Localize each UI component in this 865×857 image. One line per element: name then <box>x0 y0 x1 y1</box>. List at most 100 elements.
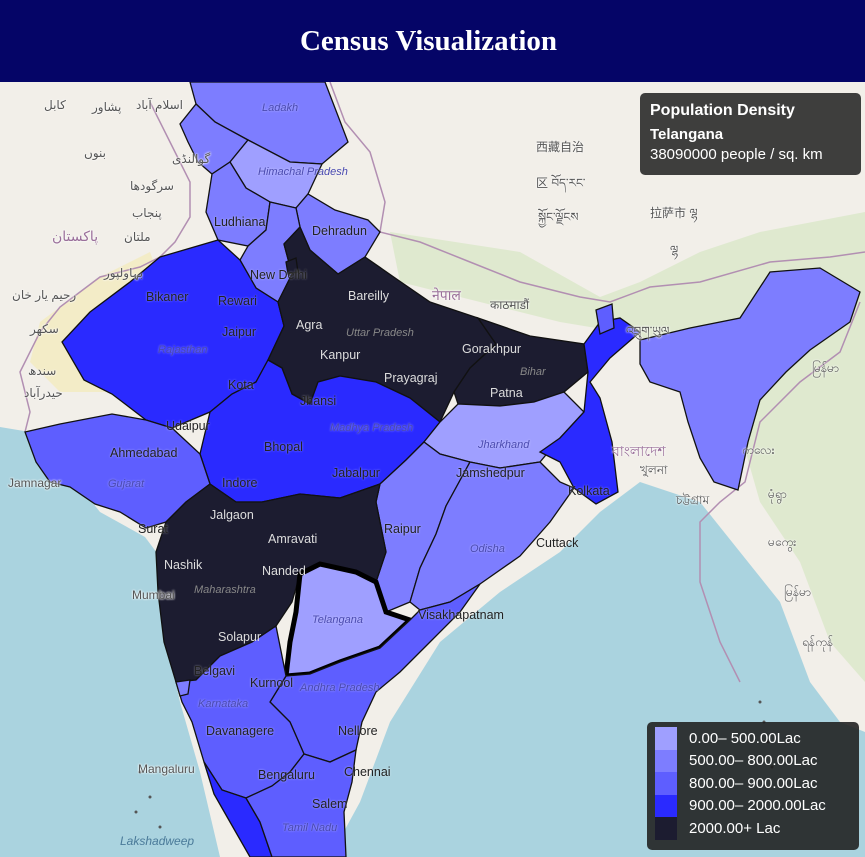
legend-row: 500.00– 800.00Lac <box>655 749 851 772</box>
basemap-place-label: ကလေး <box>742 443 775 457</box>
map-place-label: Indore <box>222 476 258 490</box>
legend-label: 500.00– 800.00Lac <box>689 752 818 770</box>
map-place-label: Udaipur <box>166 419 210 433</box>
basemap-place-label: སྐྱོང་ལྗོངས <box>538 210 579 224</box>
basemap-place-label: ལྷ <box>670 243 679 257</box>
state-west-bengal[interactable] <box>538 317 642 505</box>
map-place-label: Nanded <box>262 564 306 578</box>
basemap-place-label: اسلام آباد <box>136 98 183 112</box>
map-place-label: Chennai <box>344 765 391 779</box>
map-place-label: Bihar <box>520 366 546 378</box>
map-place-label: Surat <box>138 522 168 536</box>
state-delhi[interactable] <box>285 257 299 275</box>
map-place-label: Raipur <box>384 522 421 536</box>
map-place-label: Bikaner <box>146 290 189 304</box>
basemap-place-label: বাংলাদেশ <box>612 443 666 459</box>
map-place-label: Bhopal <box>264 440 303 454</box>
map-place-label: Agra <box>296 318 323 332</box>
map-place-label: Kolkata <box>568 484 610 498</box>
legend-swatch <box>655 772 677 795</box>
myanmar-green <box>740 312 865 682</box>
legend-label: 2000.00+ Lac <box>689 819 781 837</box>
map-place-label: Salem <box>312 797 348 811</box>
basemap-place-label: ملتان <box>124 230 151 244</box>
map-place-label: Gujarat <box>108 478 145 490</box>
map-place-label: Himachal Pradesh <box>258 166 348 178</box>
map-place-label: Ludhiana <box>214 215 266 229</box>
china-border <box>329 82 865 303</box>
basemap-place-label: ရန်ကုန် <box>802 635 834 649</box>
map-place-label: Bareilly <box>348 289 389 303</box>
basemap-place-label: سندھ <box>28 364 57 378</box>
legend-swatch <box>655 749 677 772</box>
state-northeast[interactable] <box>639 267 861 491</box>
map-place-label: Cuttack <box>536 536 579 550</box>
map-place-label: Jabalpur <box>332 466 380 480</box>
basemap-place-label: کابل <box>44 98 66 112</box>
basemap-place-label: Jamnagar <box>8 476 62 490</box>
basemap-place-label: འབྲུག་ཡུལ <box>626 324 670 338</box>
map-place-label: Dehradun <box>312 224 367 238</box>
legend-row: 0.00– 500.00Lac <box>655 727 851 750</box>
legend-swatch <box>655 794 677 817</box>
map-place-label: Visakhapatnam <box>418 608 504 622</box>
legend-label: 900.00– 2000.00Lac <box>689 797 826 815</box>
basemap-place-label: Mangaluru <box>138 762 195 776</box>
map-place-label: Uttar Pradesh <box>346 327 414 339</box>
basemap-place-label: မုံရွာ <box>768 487 787 501</box>
state-tamil-nadu[interactable] <box>245 748 357 857</box>
map-place-label: Patna <box>490 386 523 400</box>
basemap-place-label: 西藏自治 <box>536 140 585 154</box>
map-place-label: Gorakhpur <box>462 342 522 356</box>
map-place-label: Jaipur <box>222 325 257 339</box>
map-place-label: Jhansi <box>300 394 337 408</box>
basemap-place-label: 拉萨市 ལྷ <box>650 206 698 220</box>
basemap-place-label: မြန်မာ <box>784 585 811 599</box>
map-place-label: Nashik <box>164 558 203 572</box>
state-sikkim[interactable] <box>595 303 615 335</box>
map-place-label: Kurnool <box>250 676 294 690</box>
map-place-label: Rewari <box>218 294 257 308</box>
basemap-place-label: حیدرآباد <box>24 386 63 400</box>
map-place-label: Rajasthan <box>158 344 208 356</box>
info-value: 38090000 people / sq. km <box>650 146 823 163</box>
basemap-place-label: খুলনা <box>640 463 668 477</box>
basemap-place-label: سکھر <box>30 322 59 336</box>
basemap-place-label: 区 བོད་རང་ <box>536 176 586 190</box>
legend: 0.00– 500.00Lac 500.00– 800.00Lac 800.00… <box>647 722 859 850</box>
legend-row: 800.00– 900.00Lac <box>655 772 851 795</box>
basemap-place-label: بہاولپور <box>104 266 144 280</box>
map-place-label: Jamshedpur <box>456 466 525 480</box>
map-place-label: Davanagere <box>206 724 275 738</box>
map-place-label: Bengaluru <box>258 768 315 782</box>
legend-label: 800.00– 900.00Lac <box>689 774 818 792</box>
map-place-label: Kanpur <box>320 348 361 362</box>
map-place-label: Jharkhand <box>478 439 530 451</box>
map-place-label: Prayagraj <box>384 371 438 385</box>
basemap-place-label: Mumbai <box>132 588 175 602</box>
legend-swatch <box>655 727 677 750</box>
basemap-place-label: رحیم یار خان <box>12 288 77 302</box>
map-place-label: Nellore <box>338 724 378 738</box>
basemap-place-label: بنوں <box>84 146 106 160</box>
map-place-label: Odisha <box>470 543 505 555</box>
legend-row: 2000.00+ Lac <box>655 817 851 840</box>
map-place-label: Kota <box>228 378 254 392</box>
legend-row: 900.00– 2000.00Lac <box>655 794 851 817</box>
state-goa[interactable] <box>175 679 191 697</box>
page-title: Census Visualization <box>299 24 558 57</box>
basemap-place-label: नेपाल <box>432 287 461 303</box>
map-place-label: Solapur <box>218 630 262 644</box>
map-place-label: Tamil Nadu <box>282 822 338 834</box>
basemap-place-label: پنجاب <box>132 206 162 220</box>
map-place-label: Maharashtra <box>194 584 256 596</box>
map-place-label: Belgavi <box>194 664 235 678</box>
arabian-sea <box>0 427 220 857</box>
basemap-place-label: မြန်မာ <box>812 361 839 375</box>
legend-label: 0.00– 500.00Lac <box>689 729 801 747</box>
basemap-place-label: گوالنڈی <box>172 152 211 166</box>
state-kerala[interactable] <box>203 761 273 857</box>
pakistan-border <box>19 101 191 433</box>
map-place-label: Karnataka <box>198 698 249 710</box>
basemap-place-label: မကွေး <box>768 535 797 549</box>
